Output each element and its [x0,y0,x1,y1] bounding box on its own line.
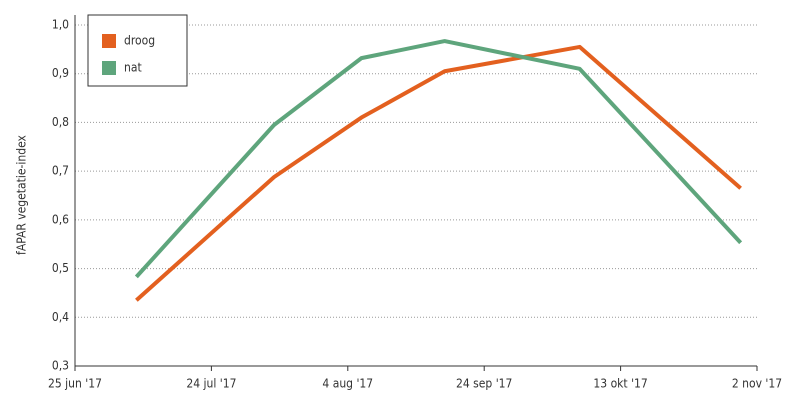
x-tick-label: 4 aug '17 [322,377,373,391]
line-series [135,44,742,302]
y-tick-label: 0,5 [52,261,69,275]
y-tick-label: 0,9 [52,66,69,80]
legend-swatch [102,61,116,75]
x-tick-label: 24 jul '17 [186,377,236,391]
y-tick-label: 0,8 [52,115,69,129]
y-tick-label: 0,4 [52,310,69,324]
legend-swatch [102,34,116,48]
y-tick-label: 0,7 [52,164,69,178]
y-tick-label: 0,3 [52,359,69,373]
y-axis-label: fAPAR vegetatie-index [15,134,29,255]
line-series [134,39,743,279]
x-tick-label: 24 sep '17 [456,377,512,391]
x-tick-label: 13 okt '17 [593,377,647,391]
legend-label: droog [124,34,155,48]
y-tick-label: 0,6 [52,212,69,226]
x-tick-label: 25 jun '17 [48,377,102,391]
legend-box [87,14,188,87]
y-tick-label: 1,0 [52,18,69,32]
legend-label: nat [124,61,142,75]
x-tick-label: 2 nov '17 [732,377,782,391]
